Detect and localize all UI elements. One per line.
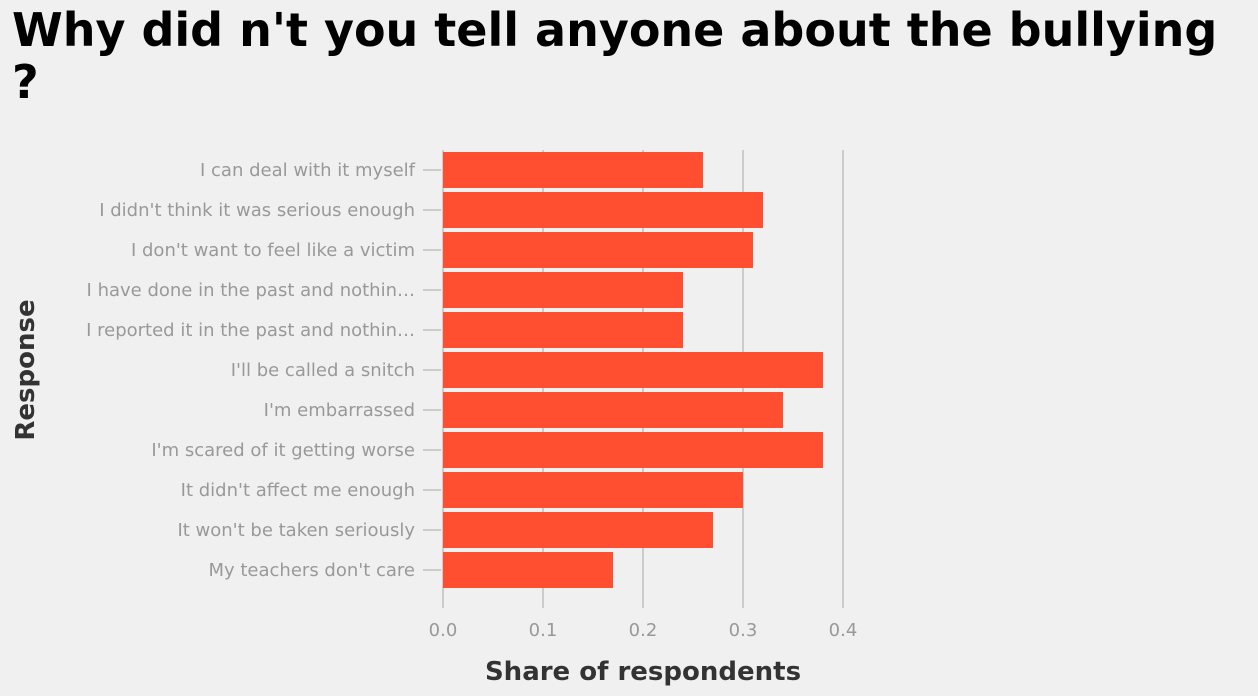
y-tick-label: I'm scared of it getting worse	[151, 440, 415, 461]
x-tick-label: 0.2	[629, 620, 658, 641]
bar	[443, 552, 613, 588]
x-tick-label: 0.0	[429, 620, 458, 641]
bar	[443, 512, 713, 548]
bar	[443, 232, 753, 268]
x-axis-title: Share of respondents	[485, 657, 801, 687]
bar	[443, 192, 763, 228]
bar	[443, 312, 683, 348]
x-axis-ticks: 0.0 0.1 0.2 0.3 0.4	[429, 590, 858, 641]
bar	[443, 152, 703, 188]
bar	[443, 272, 683, 308]
x-tick-label: 0.1	[529, 620, 558, 641]
bar	[443, 472, 743, 508]
y-tick-label: My teachers don't care	[208, 560, 415, 581]
y-tick-label: I don't want to feel like a victim	[131, 240, 415, 261]
y-tick-label: It won't be taken seriously	[177, 520, 415, 541]
y-axis-title: Response	[11, 299, 41, 440]
chart-title: Why did n't you tell anyone about the bu…	[12, 3, 1218, 109]
bars	[443, 152, 823, 588]
x-tick-label: 0.4	[829, 620, 858, 641]
y-tick-label: It didn't affect me enough	[181, 480, 415, 501]
y-axis-ticks: I can deal with it myself I didn't think …	[86, 160, 441, 581]
y-tick-label: I didn't think it was serious enough	[99, 200, 415, 221]
y-tick-label: I reported it in the past and nothin…	[86, 320, 415, 341]
y-tick-label: I'm embarrassed	[264, 400, 415, 421]
y-tick-label: I can deal with it myself	[200, 160, 416, 181]
bar	[443, 352, 823, 388]
bar	[443, 432, 823, 468]
y-tick-label: I have done in the past and nothin…	[87, 280, 415, 301]
bar	[443, 392, 783, 428]
y-tick-label: I'll be called a snitch	[231, 360, 415, 381]
x-tick-label: 0.3	[729, 620, 758, 641]
